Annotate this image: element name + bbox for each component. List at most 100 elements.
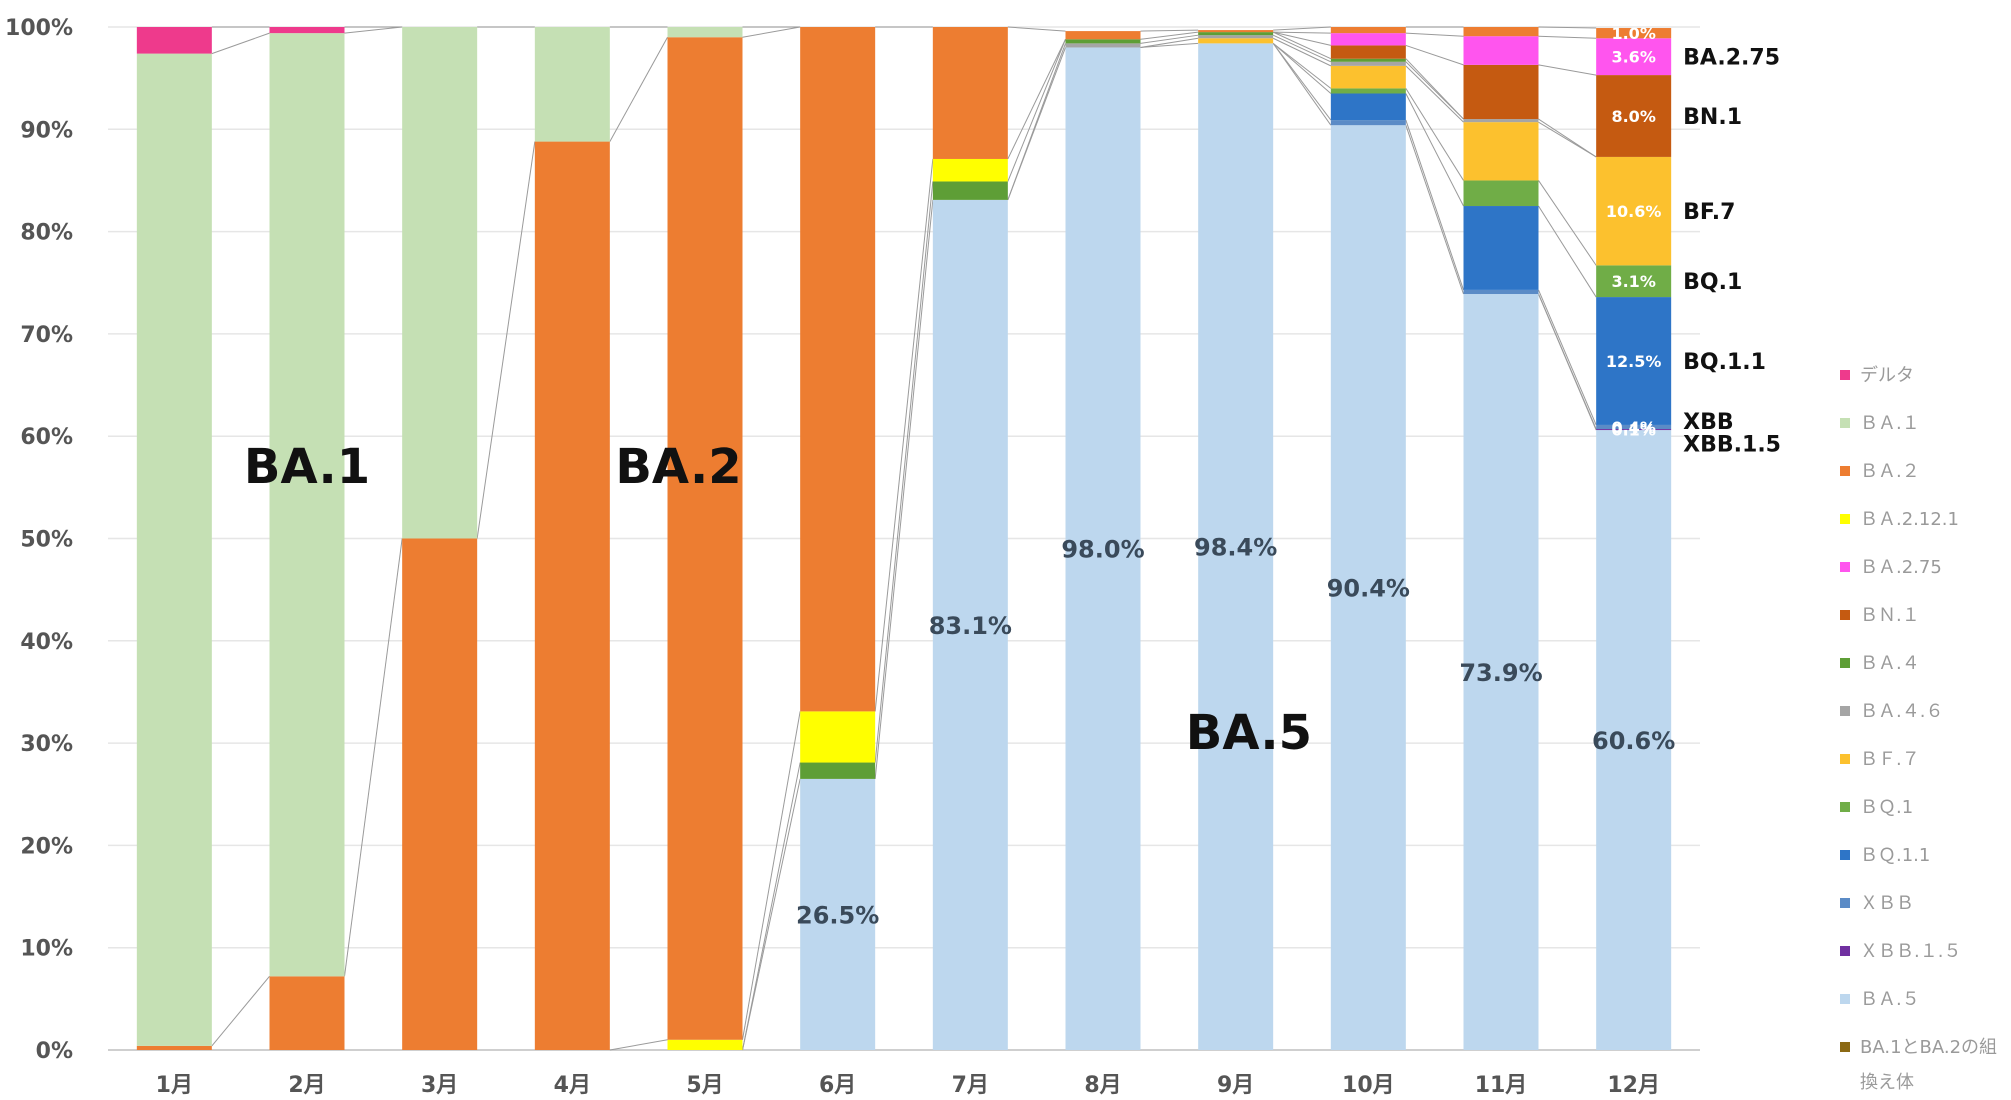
bar-segment [1330, 33, 1406, 46]
legend-label: ＸＢＢ.１.５ [1860, 941, 1961, 962]
bar-segment [667, 1039, 743, 1050]
y-tick-label: 100% [5, 16, 73, 41]
x-tick-label: 1月 [156, 1073, 193, 1098]
y-tick-label: 30% [20, 732, 73, 757]
side-label: BA.2.75 [1683, 46, 1780, 71]
bar-segment [932, 27, 1008, 159]
data-label: 90.4% [1327, 575, 1410, 603]
connector-line [344, 26, 403, 34]
connector-line [1140, 42, 1199, 48]
y-tick-label: 10% [20, 937, 73, 962]
connector-line [1405, 58, 1464, 120]
stack-connector-lines [211, 26, 1597, 1051]
data-label: 8.0% [1611, 107, 1655, 126]
connector-line [1272, 43, 1332, 121]
bar-segment [1463, 294, 1539, 1050]
y-tick-label: 70% [20, 323, 73, 348]
connector-line [742, 26, 801, 38]
data-label: 83.1% [929, 612, 1012, 640]
legend-swatch [1840, 754, 1850, 764]
bar-segment [1596, 38, 1672, 76]
bar-segment [1463, 119, 1539, 123]
y-tick-label: 60% [20, 425, 73, 450]
bar-segment [1463, 27, 1539, 37]
connector-line [1538, 26, 1597, 29]
legend-label: ＢＱ.1.1 [1860, 845, 1930, 866]
bar-segment [534, 27, 610, 142]
connector-line [1405, 88, 1464, 181]
bar-segment [1330, 58, 1406, 62]
variant-annotation: BA.5 [1186, 705, 1312, 761]
connector-line [1538, 289, 1597, 426]
side-label: BQ.1.1 [1683, 350, 1766, 375]
legend-label: デルタ [1860, 365, 1914, 386]
legend-swatch [1840, 418, 1850, 428]
bar-segment [1596, 265, 1672, 298]
side-label: XBB [1683, 410, 1734, 435]
connector-line [1140, 34, 1199, 44]
x-tick-label: 10月 [1342, 1073, 1395, 1098]
bar-segment [1198, 35, 1274, 39]
data-label: 98.4% [1194, 534, 1277, 562]
side-label: XBB.1.5 [1683, 433, 1781, 458]
connector-line [874, 158, 934, 712]
connector-line [1538, 64, 1597, 76]
y-tick-label: 40% [20, 630, 73, 655]
side-label: BQ.1 [1683, 270, 1742, 295]
bar-segment [1463, 36, 1539, 65]
connector-line [1405, 32, 1464, 37]
legend-label: ＢＮ.１ [1860, 605, 1920, 626]
connector-line [1273, 26, 1331, 31]
connector-line [1272, 43, 1332, 126]
legend-label: ＢＡ.2.75 [1860, 557, 1942, 578]
legend-label: ＢＡ.2.12.1 [1860, 509, 1959, 530]
connector-line [1405, 125, 1464, 295]
data-labels: 26.5% 83.1% 98.0% 98.4% 90.4% 73.9% 60.6% 0.1%0… [796, 24, 1675, 929]
legend-swatch [1840, 802, 1850, 812]
connector-line [211, 976, 270, 1047]
data-label: 1.0% [1611, 24, 1655, 43]
bar-segment [800, 27, 876, 712]
legend-swatch [1840, 706, 1850, 716]
legend-label: ＸＢＢ [1860, 893, 1914, 914]
connector-line [1140, 31, 1199, 40]
bar-segment [1596, 156, 1672, 266]
data-label: 0.1% [1611, 421, 1655, 440]
bar-segment [136, 27, 212, 54]
data-label: 73.9% [1459, 659, 1542, 687]
connector-line [1272, 37, 1332, 67]
connector-line [742, 762, 801, 1051]
connector-line [1405, 65, 1464, 123]
bar-segment [1065, 31, 1141, 40]
legend-label: ＢＡ.１ [1860, 413, 1920, 434]
y-tick-label: 80% [20, 221, 73, 246]
legend-swatch [1840, 658, 1850, 668]
legend-label: BA.1とBA.2の組 [1860, 1037, 1997, 1058]
legend-swatch [1840, 610, 1850, 620]
bar-segment [1330, 45, 1406, 59]
connector-line [742, 778, 801, 1051]
bar-segment [1330, 27, 1406, 34]
data-label: 98.0% [1061, 536, 1144, 564]
connector-line [1538, 205, 1597, 298]
data-label: 0.4% [1611, 418, 1655, 437]
x-tick-label: 9月 [1217, 1073, 1254, 1098]
bar-segment [667, 27, 743, 38]
bar-segment [269, 27, 345, 34]
y-tick-label: 20% [20, 834, 73, 859]
bar-segment [1463, 64, 1539, 120]
bar-segment [136, 53, 212, 1046]
legend-label: ＢＡ.２ [1860, 461, 1920, 482]
connector-line [742, 711, 801, 1040]
bar-segment [932, 158, 1008, 182]
data-label: 10.6% [1606, 202, 1662, 221]
x-axis-ticks: 1月 2月 3月 4月 5月 6月 7月 8月 9月 10月 11月 12月 [156, 1073, 1660, 1098]
y-tick-label: 0% [36, 1039, 73, 1064]
connector-line [609, 36, 668, 142]
bar-segment [402, 27, 478, 539]
connector-line [1140, 29, 1199, 32]
legend-swatch [1840, 994, 1850, 1004]
bar-segment [800, 778, 876, 1050]
bar-segment [1330, 125, 1406, 1050]
